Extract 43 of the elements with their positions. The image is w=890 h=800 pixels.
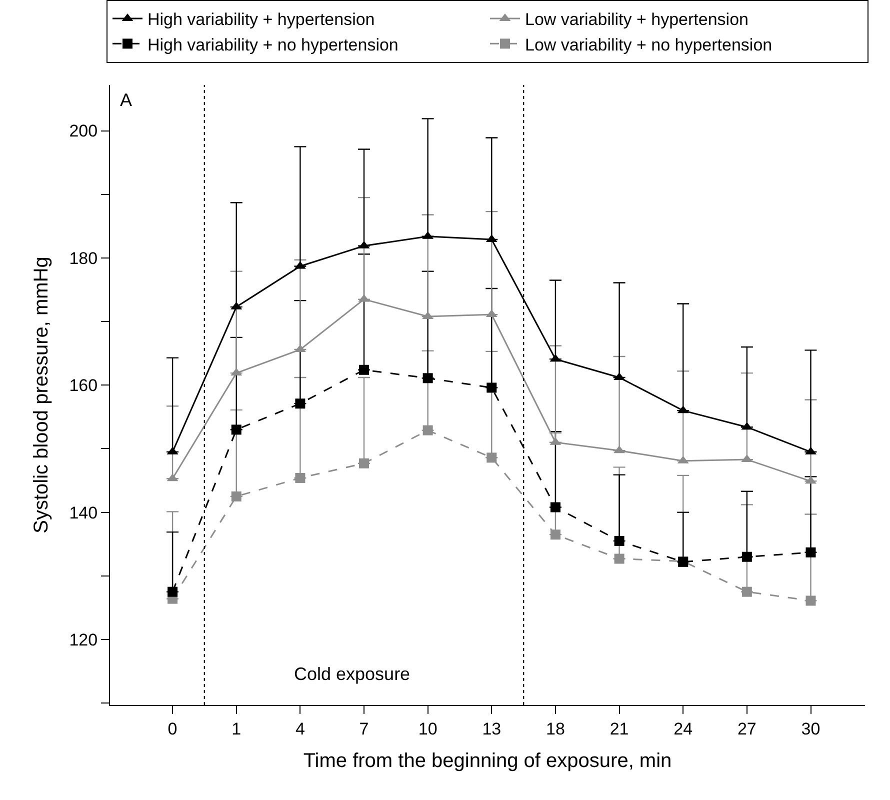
point [295, 398, 306, 409]
annotation: A [120, 90, 132, 110]
x-tick-label: 10 [418, 719, 438, 738]
point [614, 554, 624, 564]
point [806, 596, 816, 606]
y-tick-label: 160 [69, 376, 98, 396]
x-tick-label: 4 [295, 719, 305, 738]
x-tick-label: 1 [232, 719, 242, 738]
point [486, 452, 497, 463]
x-tick-label: 0 [168, 719, 178, 738]
y-tick-label: 200 [69, 122, 98, 141]
point [231, 424, 242, 435]
legend-label: High variability + no hypertension [148, 35, 398, 54]
point [742, 552, 752, 562]
point [295, 472, 306, 483]
x-tick-label: 24 [674, 719, 693, 738]
legend-label: Low variability + hypertension [525, 10, 748, 30]
y-tick-label: 140 [69, 503, 98, 522]
point [486, 382, 497, 393]
point [168, 586, 178, 597]
point [422, 425, 433, 436]
point [422, 373, 433, 384]
point [550, 530, 560, 540]
x-axis-title: Time from the beginning of exposure, min [303, 750, 672, 772]
point [231, 491, 242, 502]
x-tick-label: 7 [359, 719, 369, 738]
y-axis-title: Systolic blood pressure, mmHg [30, 256, 53, 534]
point [359, 458, 370, 468]
y-tick-label: 180 [69, 248, 98, 268]
legend-label: Low variability + no hypertension [525, 35, 772, 54]
point [742, 586, 752, 597]
point [614, 536, 624, 546]
point [806, 547, 816, 558]
x-tick-label: 27 [737, 719, 756, 738]
point [550, 502, 560, 512]
annotation: Cold exposure [294, 664, 410, 684]
y-tick-label: 120 [69, 630, 98, 650]
point [359, 364, 370, 375]
x-tick-label: 30 [801, 719, 820, 738]
x-tick-label: 13 [482, 719, 502, 738]
legend-label: High variability + hypertension [148, 10, 375, 30]
x-tick-label: 18 [546, 719, 565, 738]
x-tick-label: 21 [610, 719, 629, 738]
